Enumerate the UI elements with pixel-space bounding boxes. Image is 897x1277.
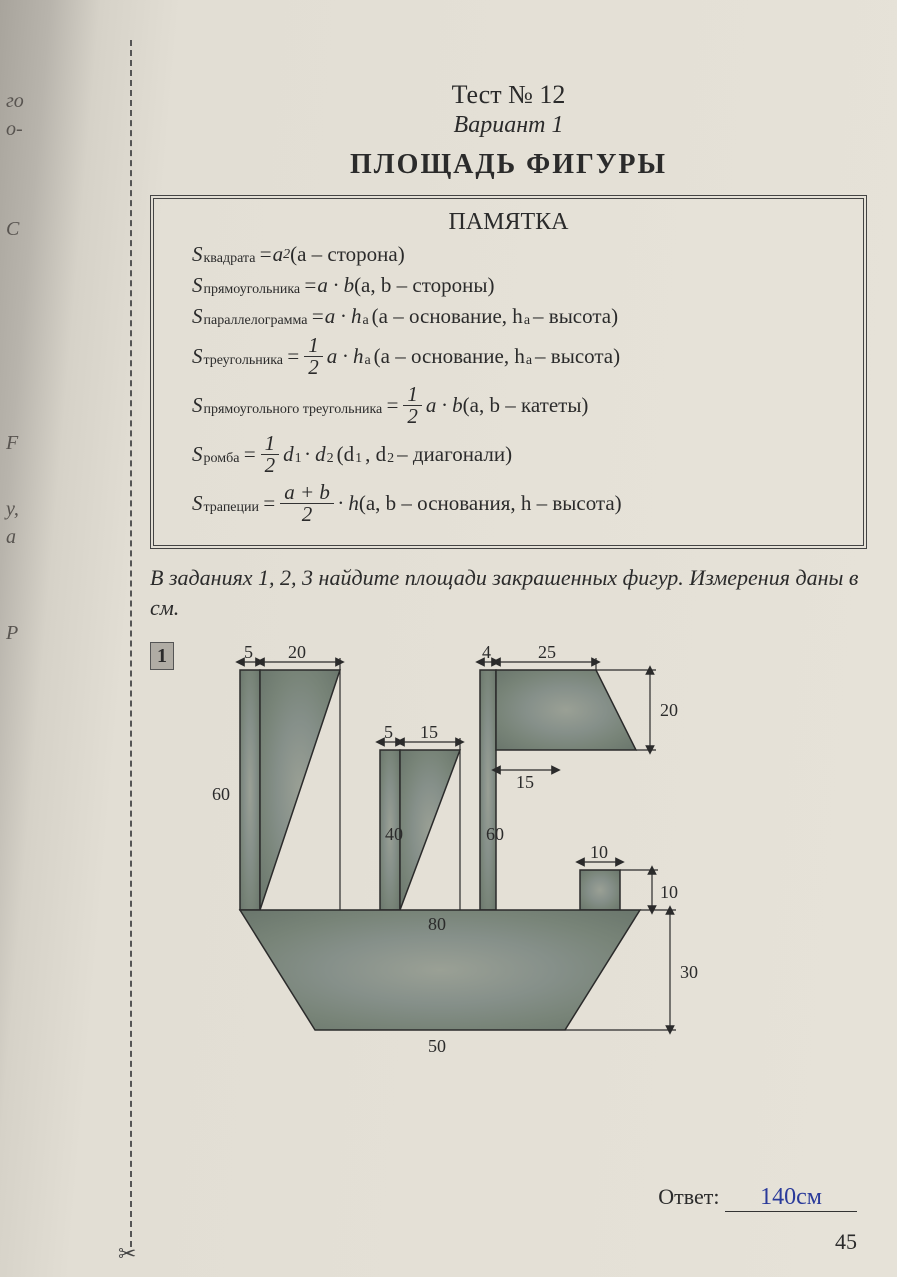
formula-triangle: Sтреугольника = 12 a · ha (a – основание… <box>192 335 843 378</box>
dim-label: 15 <box>420 722 438 742</box>
dim-label: 25 <box>538 642 556 662</box>
formula-rhombus: Sромба = 12 d1 · d2 (d1, d2 – диагонали) <box>192 433 843 476</box>
memo-box: ПАМЯТКА Sквадрата = a2 (a – сторона) Sпр… <box>150 195 867 549</box>
formula-rectangle: Sпрямоугольника = a · b (a, b – стороны) <box>192 273 843 298</box>
dim-label: 20 <box>660 700 678 720</box>
dim-label: 80 <box>428 914 446 934</box>
dim-label: 40 <box>385 824 403 844</box>
dim-label: 60 <box>212 784 230 804</box>
dim-label: 50 <box>428 1036 446 1056</box>
answer-label: Ответ: <box>658 1184 719 1209</box>
test-number: Тест № 12 <box>150 80 867 110</box>
answer-row: Ответ: 140см <box>658 1184 857 1212</box>
page-content: Тест № 12 Вариант 1 ПЛОЩАДЬ ФИГУРЫ ПАМЯТ… <box>150 80 867 1070</box>
edge-text: C <box>6 218 19 241</box>
scissors-icon: ✂ <box>118 1241 136 1267</box>
edge-text: о- <box>6 118 23 141</box>
topic-title: ПЛОЩАДЬ ФИГУРЫ <box>150 149 867 181</box>
edge-text: F <box>6 432 18 455</box>
edge-text: P <box>6 622 18 645</box>
dim-label: 10 <box>660 882 678 902</box>
formula-parallelogram: Sпараллелограмма = a · ha (a – основание… <box>192 304 843 329</box>
edge-text: а <box>6 526 16 549</box>
dim-label: 5 <box>244 642 253 662</box>
problem-1-figure: 5 20 60 5 15 40 4 25 20 15 60 10 10 80 3… <box>180 640 820 1070</box>
variant-number: Вариант 1 <box>150 112 867 139</box>
answer-field[interactable]: 140см <box>725 1184 857 1212</box>
cut-line <box>130 40 132 1247</box>
formula-right-triangle: Sпрямоугольного треугольника = 12 a · b … <box>192 384 843 427</box>
dim-label: 15 <box>516 772 534 792</box>
memo-title: ПАМЯТКА <box>174 209 843 236</box>
dim-label: 30 <box>680 962 698 982</box>
dim-label: 20 <box>288 642 306 662</box>
dim-label: 60 <box>486 824 504 844</box>
problem-1: 1 <box>150 640 867 1070</box>
page-number: 45 <box>835 1229 857 1255</box>
dim-label: 5 <box>384 722 393 742</box>
dim-label: 4 <box>482 642 491 662</box>
ship-shape <box>240 670 640 1030</box>
formula-square: Sквадрата = a2 (a – сторона) <box>192 242 843 267</box>
page-scan: го о- C F у, а P ✂ Тест № 12 Вариант 1 П… <box>0 0 897 1277</box>
formula-trapezoid: Sтрапеции = a + b2 · h (a, b – основания… <box>192 482 843 525</box>
question-number-badge: 1 <box>150 642 174 670</box>
edge-text: го <box>6 90 24 113</box>
dim-label: 10 <box>590 842 608 862</box>
instruction-text: В заданиях 1, 2, 3 найдите площади закра… <box>150 563 867 622</box>
edge-text: у, <box>6 498 19 521</box>
